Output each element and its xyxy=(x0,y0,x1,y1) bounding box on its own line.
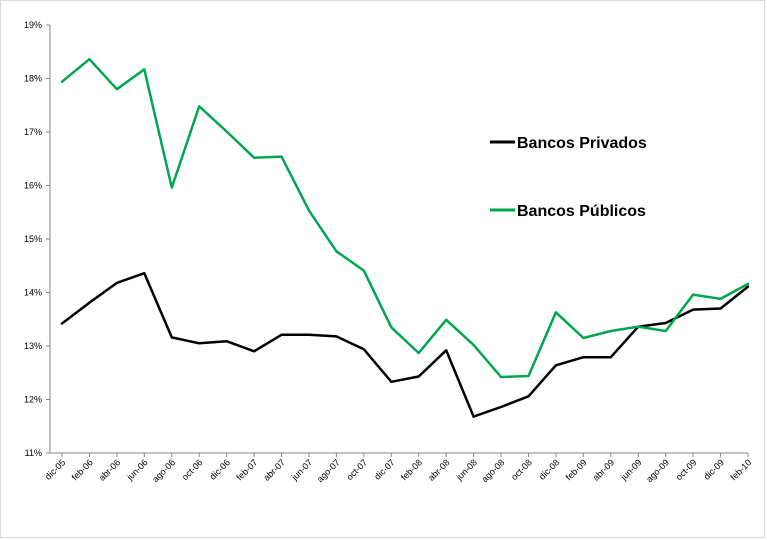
x-tick-label: oct-09 xyxy=(674,457,699,482)
y-tick-label: 15% xyxy=(24,234,42,244)
x-tick-label: oct-08 xyxy=(509,457,534,482)
y-tick-label: 16% xyxy=(24,181,42,191)
x-tick-label: ago-08 xyxy=(480,457,507,484)
x-tick-label: feb-09 xyxy=(564,457,589,482)
y-tick-label: 13% xyxy=(24,341,42,351)
x-tick-label: dic-05 xyxy=(43,457,67,481)
x-tick-label: dic-08 xyxy=(537,457,561,481)
x-tick-label: dic-06 xyxy=(208,457,232,481)
legend-label: Bancos Públicos xyxy=(517,203,646,220)
x-tick-label: jun-07 xyxy=(289,457,314,482)
x-tick-label: oct-07 xyxy=(344,457,369,482)
x-tick-label: abr-06 xyxy=(97,457,122,482)
x-tick-label: ago-06 xyxy=(150,457,177,484)
x-tick-label: feb-08 xyxy=(399,457,424,482)
legend: Bancos Privados Bancos Públicos xyxy=(490,135,647,220)
x-tick-label: jun-08 xyxy=(454,457,479,482)
x-tick-label: abr-09 xyxy=(591,457,616,482)
y-tick-label: 19% xyxy=(24,20,42,30)
series-line-bancos-privados xyxy=(60,271,750,418)
axes xyxy=(46,24,749,457)
x-tick-label: jun-06 xyxy=(124,457,149,482)
y-tick-label: 18% xyxy=(24,74,42,84)
x-tick-label: abr-08 xyxy=(426,457,451,482)
y-tick-label: 12% xyxy=(24,395,42,405)
x-tick-label: feb-10 xyxy=(728,457,753,482)
x-tick-label: feb-06 xyxy=(70,457,95,482)
tick-labels: 11%12%13%14%15%16%17%18%19%dic-05 feb-06 a… xyxy=(24,20,753,484)
x-tick-label: feb-07 xyxy=(234,457,259,482)
series-line-bancos-publicos xyxy=(60,57,750,379)
legend-label: Bancos Privados xyxy=(517,135,647,152)
x-tick-label: ago-07 xyxy=(315,457,342,484)
y-tick-label: 11% xyxy=(25,448,42,458)
x-tick-label: jun-09 xyxy=(618,457,643,482)
x-tick-label: dic-07 xyxy=(372,457,396,481)
y-tick-label: 17% xyxy=(24,127,42,137)
y-tick-label: 14% xyxy=(24,288,42,298)
x-tick-label: oct-06 xyxy=(180,457,205,482)
x-tick-label: dic-09 xyxy=(702,457,726,481)
x-tick-label: abr-07 xyxy=(261,457,286,482)
x-tick-label: ago-09 xyxy=(644,457,671,484)
series-lines xyxy=(60,57,750,418)
